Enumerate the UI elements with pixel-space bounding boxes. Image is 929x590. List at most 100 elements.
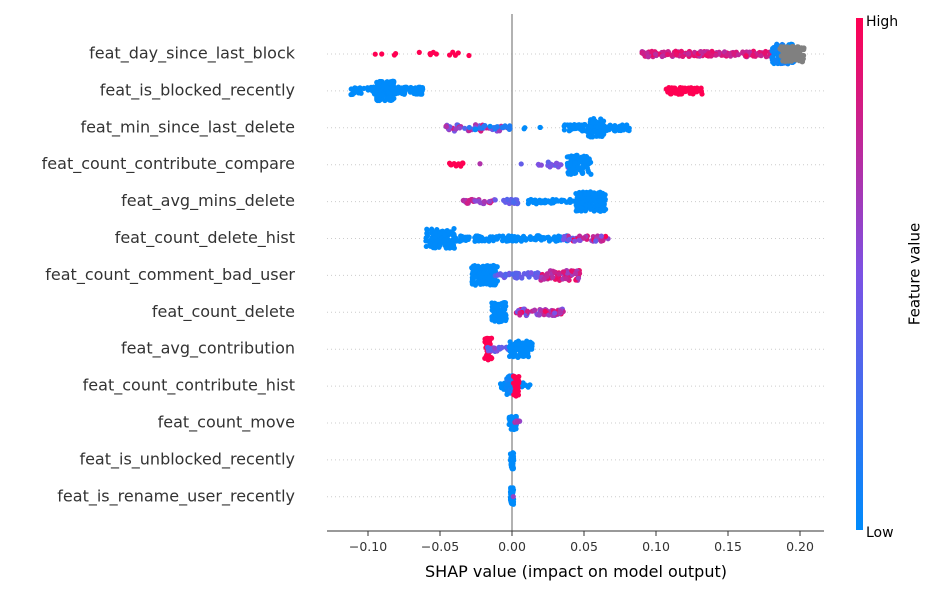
shap-point xyxy=(482,339,488,345)
shap-point xyxy=(522,382,528,388)
shap-point xyxy=(564,270,570,276)
shap-point xyxy=(460,197,466,204)
shap-point xyxy=(665,88,671,94)
shap-point xyxy=(586,161,592,167)
shap-point xyxy=(534,270,541,276)
shap-point xyxy=(507,339,513,345)
shap-point xyxy=(591,128,597,134)
shap-point xyxy=(504,391,510,398)
feature-label: feat_is_unblocked_recently xyxy=(79,449,295,469)
shap-point xyxy=(798,58,805,64)
feature-label: feat_count_delete_hist xyxy=(115,228,295,248)
shap-point xyxy=(698,88,704,94)
shap-point xyxy=(568,123,574,129)
feature-row-points xyxy=(348,78,705,104)
shap-point xyxy=(511,199,517,206)
shap-point xyxy=(477,161,483,167)
shap-point xyxy=(398,85,405,91)
shap-point xyxy=(572,160,578,166)
feature-label: feat_is_blocked_recently xyxy=(100,80,295,100)
shap-point xyxy=(515,341,521,347)
shap-point xyxy=(685,51,692,57)
shap-point xyxy=(575,123,581,129)
x-tick-label: −0.05 xyxy=(421,539,459,554)
shap-point xyxy=(526,340,532,346)
shap-point xyxy=(500,235,507,242)
shap-point xyxy=(758,53,764,59)
shap-point xyxy=(518,274,524,280)
shap-point xyxy=(457,125,463,131)
x-tick-label: 0.05 xyxy=(570,539,598,554)
shap-point xyxy=(659,53,665,60)
shap-point xyxy=(522,353,529,359)
shap-point xyxy=(558,162,564,168)
shap-point xyxy=(495,318,502,324)
shap-point xyxy=(769,54,775,61)
shap-point xyxy=(735,52,742,58)
shap-point xyxy=(563,275,569,282)
shap-point xyxy=(505,381,511,387)
shap-point xyxy=(566,236,572,243)
feature-label: feat_day_since_last_block xyxy=(89,44,296,64)
shap-point xyxy=(472,235,479,241)
shap-point xyxy=(750,52,756,58)
shap-point xyxy=(486,198,493,205)
shap-point xyxy=(399,90,405,97)
shap-point xyxy=(567,199,573,205)
shap-point xyxy=(510,237,516,243)
shap-point xyxy=(510,488,516,495)
shap-point xyxy=(565,171,572,177)
shap-point xyxy=(773,59,779,65)
shap-point xyxy=(724,52,730,58)
shap-point xyxy=(612,128,618,134)
shap-point xyxy=(477,281,484,287)
feature-row-points xyxy=(507,485,517,507)
shap-point xyxy=(557,309,563,315)
shap-point xyxy=(491,309,497,315)
shap-point xyxy=(469,281,475,287)
shap-point xyxy=(592,193,598,199)
shap-point xyxy=(497,271,503,277)
shap-point xyxy=(560,269,566,275)
shap-point xyxy=(481,199,487,205)
shap-point xyxy=(688,85,694,91)
shap-point xyxy=(511,426,517,433)
feature-row-points xyxy=(507,450,517,472)
shap-point xyxy=(493,234,500,240)
shap-point xyxy=(427,52,434,58)
shap-point xyxy=(498,385,505,391)
shap-point xyxy=(678,48,684,54)
shap-point xyxy=(372,51,378,57)
shap-point xyxy=(506,353,513,359)
shap-point xyxy=(537,124,543,131)
shap-point xyxy=(488,335,495,341)
shap-point xyxy=(594,132,600,139)
feature-row-points xyxy=(372,41,807,67)
shap-point xyxy=(668,52,675,58)
shap-point xyxy=(510,499,516,505)
shap-point xyxy=(556,271,562,277)
feature-row-points xyxy=(469,262,583,288)
shap-point xyxy=(518,161,524,167)
shap-point xyxy=(579,164,585,170)
shap-point xyxy=(488,354,494,360)
shap-point xyxy=(713,52,719,58)
shap-point xyxy=(466,52,472,59)
colorbar-gradient xyxy=(856,18,863,530)
shap-point xyxy=(567,159,573,165)
shap-point xyxy=(486,275,492,281)
shap-point xyxy=(509,271,516,277)
shap-point xyxy=(368,86,375,92)
shap-point xyxy=(451,160,457,167)
shap-point xyxy=(477,125,483,131)
shap-point xyxy=(508,344,514,350)
shap-point xyxy=(437,243,443,249)
shap-point xyxy=(552,310,558,316)
feature-label: feat_count_delete xyxy=(152,302,295,322)
shap-point xyxy=(510,450,517,456)
shap-point xyxy=(672,86,678,92)
feature-label: feat_is_rename_user_recently xyxy=(57,486,295,506)
feature-row-points xyxy=(489,299,566,325)
shap-point xyxy=(484,344,491,351)
